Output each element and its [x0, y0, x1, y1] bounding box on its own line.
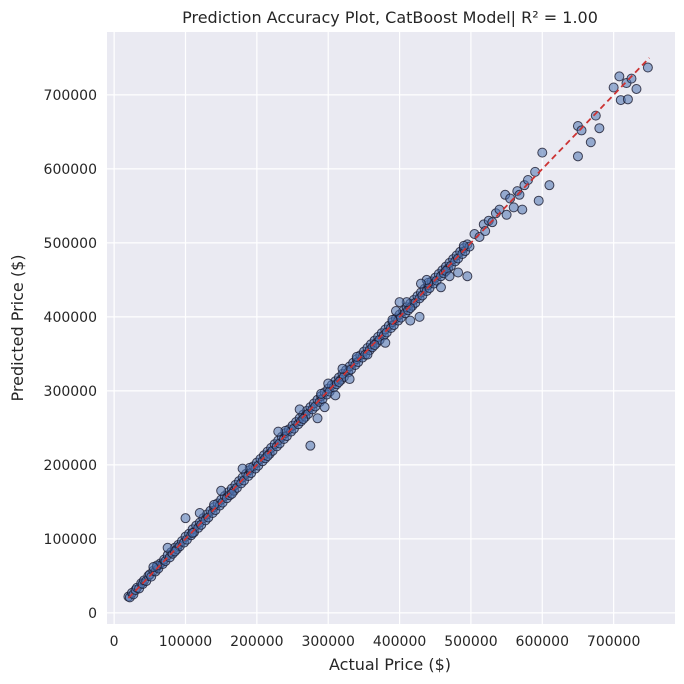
data-point [262, 451, 273, 462]
y-tick-label: 100000 [44, 532, 97, 548]
data-point [622, 94, 633, 105]
data-point [312, 413, 323, 424]
data-point [380, 337, 391, 348]
grid-lines [107, 32, 675, 624]
data-point [631, 83, 642, 94]
data-point [180, 513, 191, 524]
data-point [337, 363, 348, 374]
data-point [405, 315, 416, 326]
data-point [533, 195, 544, 206]
data-point [344, 374, 355, 385]
data-point [462, 271, 473, 282]
x-axis-label: Actual Price ($) [329, 655, 451, 674]
y-tick-label: 300000 [44, 384, 97, 400]
data-point [453, 267, 464, 278]
x-tick-label: 700000 [587, 634, 640, 650]
y-tick-label: 200000 [44, 458, 97, 474]
y-axis-ticks: 0 100000 200000 300000 400000 500000 600000 700… [44, 88, 97, 622]
data-point [608, 82, 619, 93]
data-point [333, 377, 344, 388]
x-tick-label: 400000 [373, 634, 426, 650]
reference-line [127, 57, 650, 599]
x-tick-label: 100000 [159, 634, 212, 650]
data-point [323, 378, 334, 389]
y-tick-label: 400000 [44, 310, 97, 326]
data-point [194, 508, 205, 518]
y-tick-label: 500000 [44, 236, 97, 252]
data-point [294, 404, 305, 415]
data-point [537, 147, 548, 158]
data-point [394, 297, 405, 308]
data-point [369, 340, 380, 351]
y-axis-label: Predicted Price ($) [8, 255, 27, 402]
data-point [642, 62, 653, 73]
data-point [305, 440, 316, 451]
data-point [435, 282, 446, 293]
data-point [614, 71, 625, 82]
data-point [415, 278, 426, 289]
data-point [590, 110, 601, 121]
x-tick-label: 600000 [516, 634, 569, 650]
data-point [216, 485, 227, 496]
data-point [487, 217, 498, 228]
y-tick-label: 0 [88, 606, 97, 622]
y-tick-label: 600000 [44, 162, 97, 178]
data-point [517, 204, 528, 215]
data-point [576, 125, 587, 136]
x-tick-label: 200000 [230, 634, 283, 650]
data-point [501, 209, 512, 220]
data-point [162, 542, 173, 553]
x-tick-label: 0 [110, 634, 119, 650]
data-point [508, 202, 519, 213]
data-point [319, 402, 330, 413]
data-point [480, 226, 491, 237]
y-tick-label: 700000 [44, 88, 97, 104]
chart-title: Prediction Accuracy Plot, CatBoost Model… [182, 8, 598, 27]
x-tick-label: 500000 [444, 634, 497, 650]
data-point [330, 390, 341, 401]
data-point [572, 151, 583, 162]
data-point [273, 426, 284, 437]
data-point [414, 311, 425, 322]
data-point [544, 180, 555, 191]
data-point [187, 527, 198, 538]
data-point [444, 271, 455, 282]
data-point [148, 562, 159, 573]
data-point [298, 414, 309, 425]
data-point [626, 73, 637, 84]
data-point [390, 305, 401, 316]
data-point [237, 463, 248, 474]
x-axis-ticks: 0 100000 200000 300000 400000 500000 600000 700… [110, 634, 641, 650]
data-point [594, 123, 605, 134]
data-point [226, 488, 237, 499]
x-tick-label: 300000 [301, 634, 354, 650]
data-point [474, 231, 485, 242]
data-point [514, 189, 525, 200]
data-point [585, 137, 596, 148]
